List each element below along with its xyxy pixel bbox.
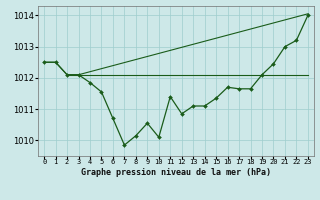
X-axis label: Graphe pression niveau de la mer (hPa): Graphe pression niveau de la mer (hPa) <box>81 168 271 177</box>
